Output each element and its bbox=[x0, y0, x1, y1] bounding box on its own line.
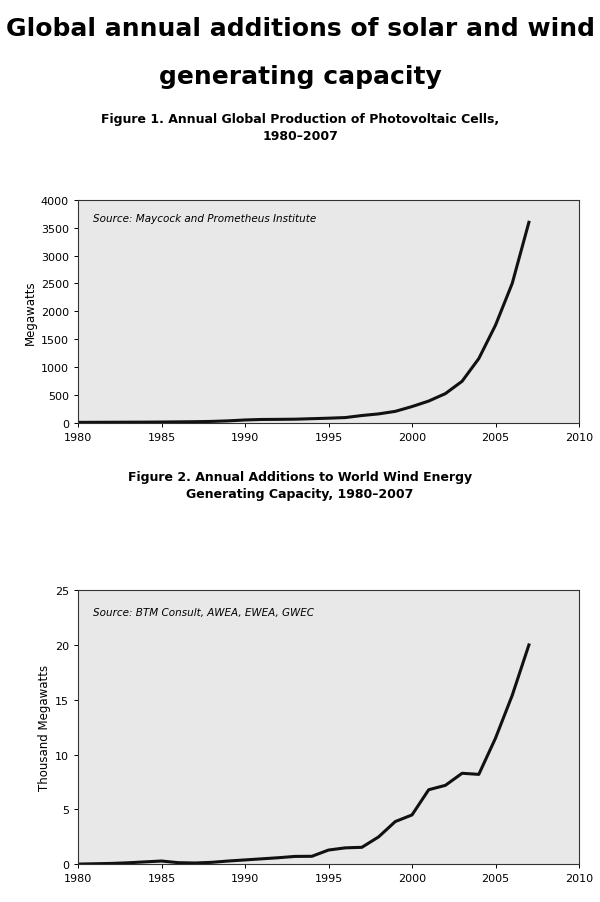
Text: Figure 2. Annual Additions to World Wind Energy
Generating Capacity, 1980–2007: Figure 2. Annual Additions to World Wind… bbox=[128, 471, 472, 501]
Y-axis label: Thousand Megawatts: Thousand Megawatts bbox=[38, 665, 50, 790]
Y-axis label: Megawatts: Megawatts bbox=[23, 280, 37, 345]
Text: Figure 1. Annual Global Production of Photovoltaic Cells,
1980–2007: Figure 1. Annual Global Production of Ph… bbox=[101, 114, 499, 143]
Text: generating capacity: generating capacity bbox=[158, 65, 442, 89]
Text: Source: Maycock and Prometheus Institute: Source: Maycock and Prometheus Institute bbox=[93, 214, 316, 224]
Text: Source: BTM Consult, AWEA, EWEA, GWEC: Source: BTM Consult, AWEA, EWEA, GWEC bbox=[93, 607, 314, 617]
Text: Global annual additions of solar and wind: Global annual additions of solar and win… bbox=[5, 17, 595, 41]
